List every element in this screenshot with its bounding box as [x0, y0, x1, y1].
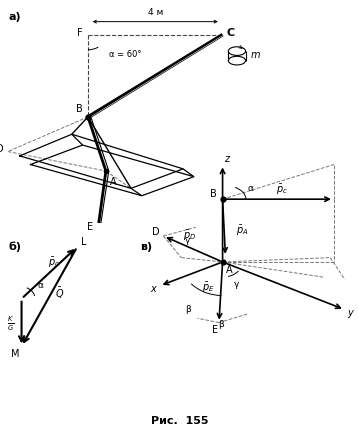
Text: A: A — [226, 265, 232, 275]
Text: α = 60°: α = 60° — [109, 50, 142, 58]
Text: D: D — [0, 144, 4, 155]
Text: z: z — [224, 154, 229, 165]
Text: $\bar{p}_c$: $\bar{p}_c$ — [276, 183, 288, 197]
Text: E: E — [212, 325, 219, 336]
Text: F: F — [77, 28, 83, 39]
Text: б): б) — [9, 242, 22, 252]
Text: $\bar{p}_A$: $\bar{p}_A$ — [236, 223, 248, 238]
Text: L: L — [81, 236, 87, 247]
Text: $\bar{p}_c$: $\bar{p}_c$ — [48, 256, 60, 270]
Text: M: M — [11, 349, 19, 359]
Text: β: β — [186, 305, 191, 314]
Text: $\frac{K}{G}$: $\frac{K}{G}$ — [7, 314, 14, 333]
Text: $\bar{p}_E$: $\bar{p}_E$ — [202, 281, 215, 295]
Text: C: C — [227, 28, 234, 39]
Text: D: D — [151, 226, 159, 237]
Text: Рис.  155: Рис. 155 — [151, 416, 208, 426]
Text: x: x — [150, 284, 156, 294]
Text: в): в) — [140, 242, 152, 252]
Text: y: y — [347, 308, 353, 318]
Text: γ: γ — [185, 236, 190, 245]
Text: $\bar{p}_D$: $\bar{p}_D$ — [183, 229, 196, 243]
Text: A: A — [110, 177, 116, 187]
Text: 4 м: 4 м — [148, 8, 163, 16]
Text: B: B — [210, 189, 217, 199]
Text: α: α — [37, 281, 43, 290]
Text: $\bar{Q}$: $\bar{Q}$ — [56, 286, 65, 301]
Text: E: E — [87, 222, 93, 233]
Text: m: m — [251, 49, 260, 60]
Text: β: β — [218, 320, 224, 329]
Text: B: B — [76, 104, 82, 114]
Text: α: α — [248, 184, 253, 193]
Text: γ: γ — [234, 280, 239, 289]
Text: а): а) — [9, 12, 22, 23]
